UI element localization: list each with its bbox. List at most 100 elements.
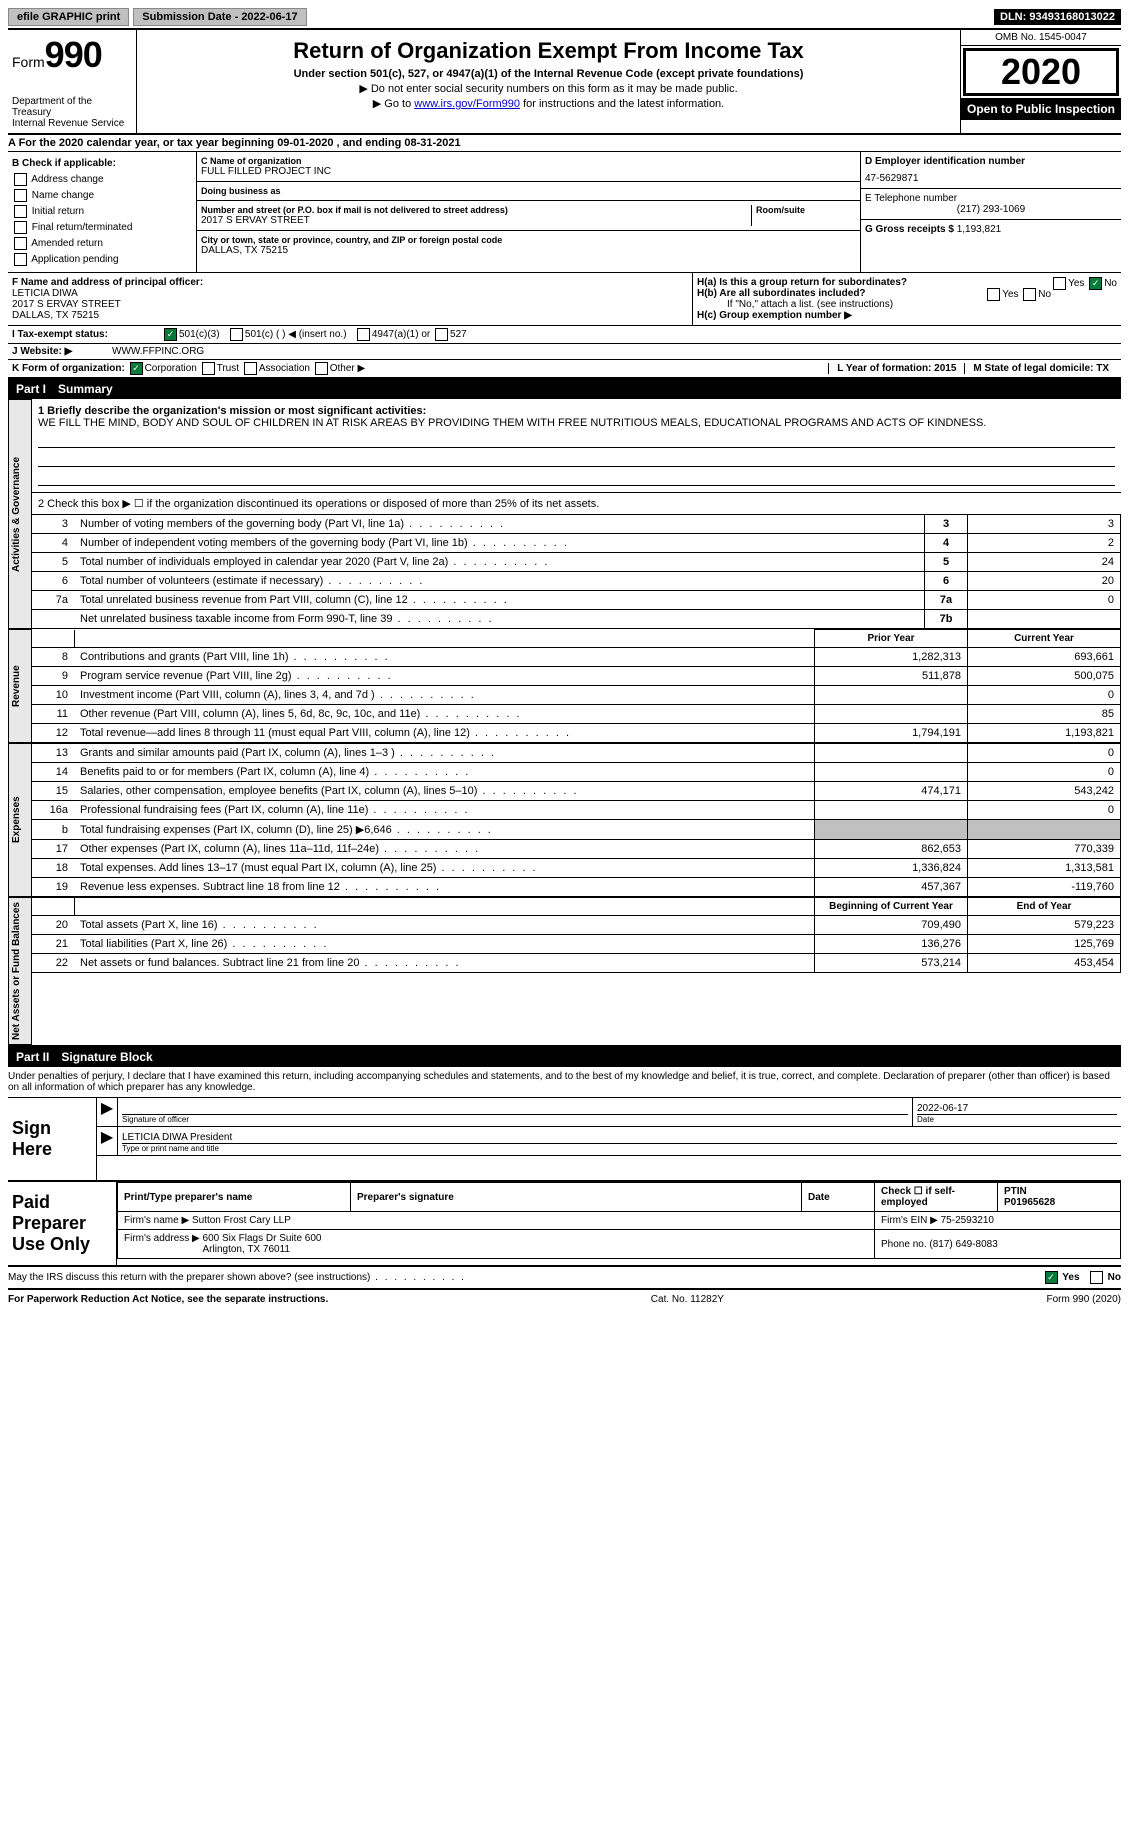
state-domicile: M State of legal domicile: TX — [964, 363, 1117, 374]
street-value: 2017 S ERVAY STREET — [201, 215, 751, 226]
entity-section: B Check if applicable: Address change Na… — [8, 152, 1121, 273]
website-label: J Website: ▶ — [12, 346, 112, 357]
prep-phone-label: Phone no. — [881, 1239, 927, 1250]
vtab-revenue: Revenue — [8, 629, 32, 743]
cb-other[interactable] — [315, 362, 328, 375]
expenses-section: Expenses 13 Grants and similar amounts p… — [8, 743, 1121, 897]
notice-ssn: ▶ Do not enter social security numbers o… — [145, 82, 952, 95]
table-row: 15 Salaries, other compensation, employe… — [32, 782, 1121, 801]
discuss-yes-cb[interactable]: ✓ — [1045, 1271, 1058, 1284]
vtab-expenses: Expenses — [8, 743, 32, 897]
net-assets-section: Net Assets or Fund Balances Beginning of… — [8, 897, 1121, 1047]
cb-application-pending[interactable]: Application pending — [12, 252, 192, 268]
phone-value: (217) 293-1069 — [865, 204, 1117, 215]
arrow-icon: ▶ — [97, 1098, 118, 1126]
dept-treasury: Department of the Treasury Internal Reve… — [12, 96, 132, 129]
cat-no: Cat. No. 11282Y — [651, 1294, 724, 1305]
preparer-table: Print/Type preparer's name Preparer's si… — [117, 1182, 1121, 1259]
table-row: 19 Revenue less expenses. Subtract line … — [32, 878, 1121, 897]
cb-4947[interactable] — [357, 328, 370, 341]
table-row: 21 Total liabilities (Part X, line 26) 1… — [32, 935, 1121, 954]
table-row: 18 Total expenses. Add lines 13–17 (must… — [32, 859, 1121, 878]
form-word: Form — [12, 54, 45, 70]
prep-phone: (817) 649-8083 — [929, 1239, 997, 1250]
net-table: Beginning of Current Year End of Year 20… — [32, 897, 1121, 973]
tax-year: 2020 — [963, 48, 1119, 96]
cb-name-change[interactable]: Name change — [12, 188, 192, 204]
firm-addr: 600 Six Flags Dr Suite 600 Arlington, TX… — [203, 1233, 322, 1255]
room-label: Room/suite — [756, 205, 856, 215]
sign-date-label: Date — [917, 1114, 1117, 1124]
opt-527: 527 — [450, 329, 467, 340]
arrow-icon: ▶ — [97, 1127, 118, 1155]
table-row: Net unrelated business taxable income fr… — [32, 610, 1121, 629]
cb-initial-return[interactable]: Initial return — [12, 204, 192, 220]
org-name: FULL FILLED PROJECT INC — [201, 166, 856, 177]
discuss-yes: Yes — [1062, 1272, 1079, 1283]
tax-status-label: I Tax-exempt status: — [12, 329, 162, 340]
discuss-no: No — [1108, 1272, 1121, 1283]
prep-h2: Preparer's signature — [351, 1183, 802, 1212]
ha-yes[interactable]: Yes — [1068, 278, 1084, 289]
website-value: WWW.FFPINC.ORG — [112, 346, 204, 357]
hb-note: If "No," attach a list. (see instruction… — [697, 299, 1117, 310]
hb-yes[interactable]: Yes — [1002, 289, 1018, 300]
efile-badge[interactable]: efile GRAPHIC print — [8, 8, 129, 26]
revenue-table: Prior Year Current Year 8 Contributions … — [32, 629, 1121, 743]
prep-h3: Date — [802, 1183, 875, 1212]
firm-ein-label: Firm's EIN ▶ — [881, 1215, 938, 1226]
col-c-org: C Name of organization FULL FILLED PROJE… — [197, 152, 860, 272]
col-b-checkboxes: B Check if applicable: Address change Na… — [8, 152, 197, 272]
cb-501c3[interactable]: ✓ — [164, 328, 177, 341]
ha-no[interactable]: No — [1104, 278, 1117, 289]
col-d-ein: D Employer identification number 47-5629… — [860, 152, 1121, 272]
irs-link[interactable]: www.irs.gov/Form990 — [414, 98, 520, 110]
penalties-text: Under penalties of perjury, I declare th… — [8, 1067, 1121, 1098]
cb-label: Address change — [31, 174, 103, 185]
table-row: 13 Grants and similar amounts paid (Part… — [32, 744, 1121, 763]
table-row: 4 Number of independent voting members o… — [32, 534, 1121, 553]
opt-4947: 4947(a)(1) or — [372, 329, 430, 340]
cb-assoc[interactable] — [244, 362, 257, 375]
omb-number: OMB No. 1545-0047 — [961, 30, 1121, 46]
prep-h4: Check ☐ if self-employed — [875, 1183, 998, 1212]
city-value: DALLAS, TX 75215 — [201, 245, 856, 256]
cb-527[interactable] — [435, 328, 448, 341]
line-2: 2 Check this box ▶ ☐ if the organization… — [32, 493, 1121, 514]
hb-no[interactable]: No — [1038, 289, 1051, 300]
table-row: 17 Other expenses (Part IX, column (A), … — [32, 840, 1121, 859]
cb-amended[interactable]: Amended return — [12, 236, 192, 252]
table-row: 10 Investment income (Part VIII, column … — [32, 686, 1121, 705]
table-row: b Total fundraising expenses (Part IX, c… — [32, 820, 1121, 840]
firm-name: Sutton Frost Cary LLP — [192, 1215, 291, 1226]
governance-table: 3 Number of voting members of the govern… — [32, 514, 1121, 629]
cb-corp[interactable]: ✓ — [130, 362, 143, 375]
col-b-header: B Check if applicable: — [12, 156, 192, 172]
discuss-no-cb[interactable] — [1090, 1271, 1103, 1284]
line-k-l-m: K Form of organization: ✓ Corporation Tr… — [8, 360, 1121, 379]
submission-date: Submission Date - 2022-06-17 — [133, 8, 306, 26]
cb-trust[interactable] — [202, 362, 215, 375]
gross-value: 1,193,821 — [957, 224, 1002, 235]
line-j: J Website: ▶ WWW.FFPINC.ORG — [8, 344, 1121, 360]
table-row: 6 Total number of volunteers (estimate i… — [32, 572, 1121, 591]
end-year-header: End of Year — [968, 898, 1121, 916]
mission-block: 1 Briefly describe the organization's mi… — [32, 399, 1121, 493]
table-row: 14 Benefits paid to or for members (Part… — [32, 763, 1121, 782]
form-header: Form990 Department of the Treasury Inter… — [8, 30, 1121, 135]
phone-label: E Telephone number — [865, 193, 1117, 204]
cb-address-change[interactable]: Address change — [12, 172, 192, 188]
cb-final-return[interactable]: Final return/terminated — [12, 220, 192, 236]
prior-year-header: Prior Year — [815, 630, 968, 648]
ha-row: H(a) Is this a group return for subordin… — [697, 277, 1117, 288]
form-number: 990 — [45, 34, 102, 75]
table-row: 7a Total unrelated business revenue from… — [32, 591, 1121, 610]
cb-501c[interactable] — [230, 328, 243, 341]
principal-city: DALLAS, TX 75215 — [12, 310, 688, 321]
preparer-section: Paid Preparer Use Only Print/Type prepar… — [8, 1182, 1121, 1267]
officer-name-label: Type or print name and title — [122, 1143, 1117, 1153]
opt-other: Other ▶ — [330, 363, 365, 374]
ptin-value: P01965628 — [1004, 1197, 1055, 1208]
prep-h5: PTINP01965628 — [998, 1183, 1121, 1212]
table-row: 9 Program service revenue (Part VIII, li… — [32, 667, 1121, 686]
